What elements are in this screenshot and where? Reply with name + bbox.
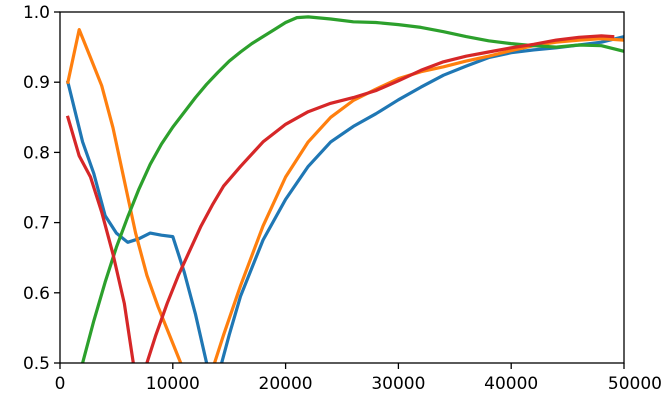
- series-line-3: [80, 15, 624, 363]
- series-line-4: [65, 34, 615, 363]
- axes-layer: [59, 11, 625, 364]
- y-tick-label: 0.6: [23, 284, 50, 304]
- plot-frame: [59, 11, 625, 364]
- x-tick-label: 10000: [146, 374, 200, 394]
- y-tick-label: 0.5: [23, 354, 50, 374]
- y-tick-label: 0.9: [23, 73, 50, 93]
- series-line-1: [65, 34, 624, 363]
- x-tick-label: 0: [55, 374, 66, 394]
- x-axis: 0 10000 20000 30000 40000 50000: [55, 363, 662, 394]
- series-layer: [65, 15, 624, 363]
- x-tick-label: 40000: [484, 374, 538, 394]
- y-tick-label: 0.8: [23, 143, 50, 163]
- x-tick-label: 20000: [259, 374, 313, 394]
- x-tick-label: 50000: [608, 374, 662, 394]
- y-tick-label: 0.7: [23, 214, 50, 234]
- x-tick-label: 30000: [371, 374, 425, 394]
- y-tick-label: 1.0: [23, 3, 50, 23]
- series-line-2: [65, 28, 624, 363]
- y-axis: 0.5 0.6 0.7 0.8 0.9 1.0: [23, 3, 60, 374]
